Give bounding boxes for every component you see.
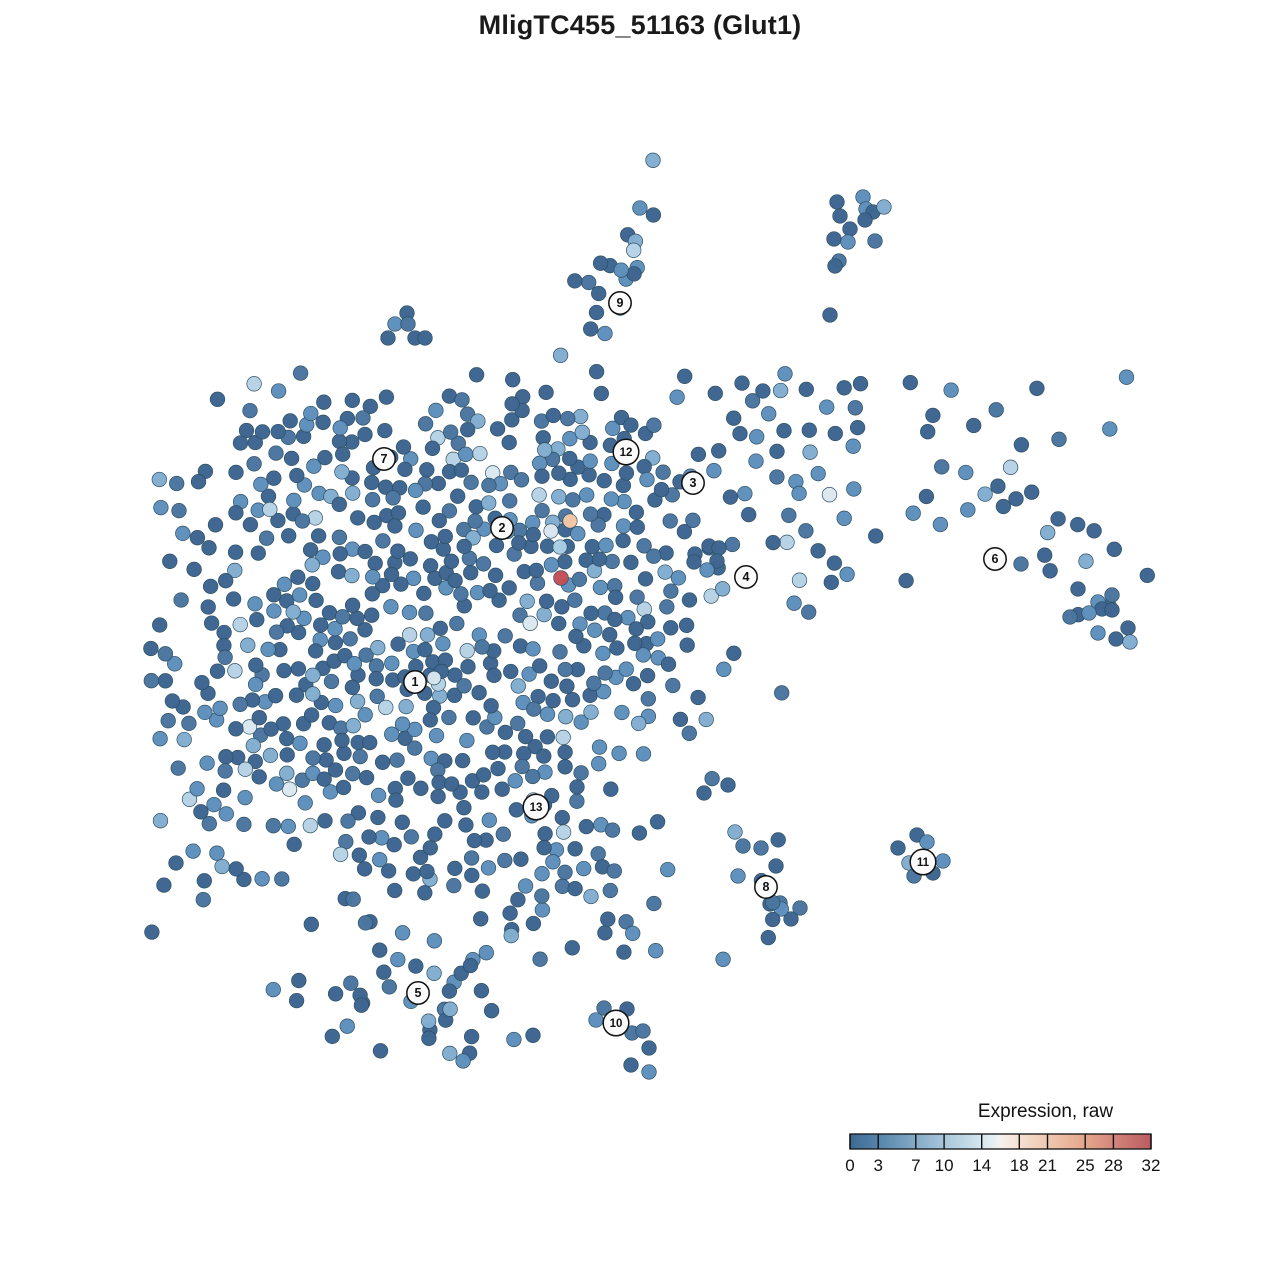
svg-text:6: 6 <box>992 552 999 566</box>
svg-text:4: 4 <box>743 570 750 584</box>
svg-text:28: 28 <box>1104 1156 1123 1175</box>
svg-text:8: 8 <box>763 880 770 894</box>
svg-text:2: 2 <box>499 521 506 535</box>
svg-text:0: 0 <box>845 1156 854 1175</box>
svg-text:5: 5 <box>415 986 422 1000</box>
svg-text:10: 10 <box>935 1156 954 1175</box>
svg-text:10: 10 <box>610 1018 623 1030</box>
svg-text:13: 13 <box>530 802 543 814</box>
svg-text:Expression, raw: Expression, raw <box>978 1101 1113 1122</box>
svg-text:3: 3 <box>690 476 697 490</box>
svg-text:9: 9 <box>617 296 624 310</box>
svg-text:14: 14 <box>972 1156 991 1175</box>
svg-text:1: 1 <box>412 675 419 689</box>
svg-text:18: 18 <box>1010 1156 1029 1175</box>
svg-text:7: 7 <box>911 1156 920 1175</box>
svg-text:11: 11 <box>917 857 930 869</box>
svg-text:3: 3 <box>873 1156 882 1175</box>
svg-text:12: 12 <box>620 447 633 459</box>
svg-text:25: 25 <box>1076 1156 1095 1175</box>
svg-text:7: 7 <box>381 452 388 466</box>
svg-text:32: 32 <box>1142 1156 1161 1175</box>
svg-text:21: 21 <box>1038 1156 1057 1175</box>
